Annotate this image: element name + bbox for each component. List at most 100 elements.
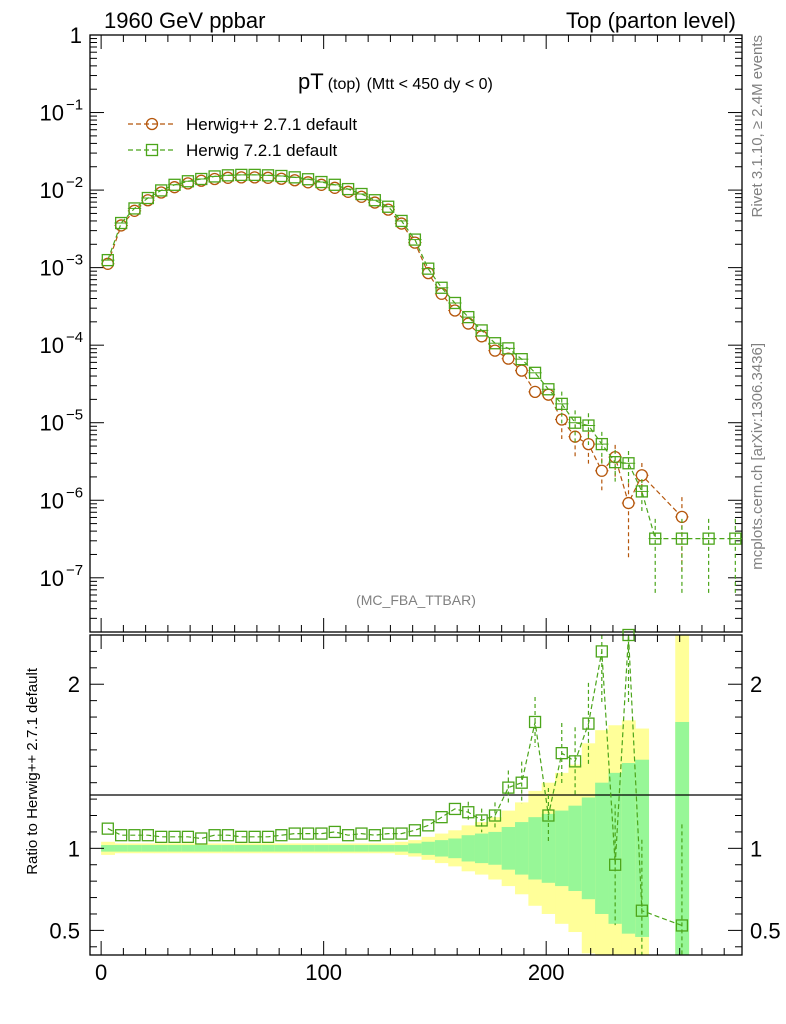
data-point-herwigpp <box>261 171 275 184</box>
uncertainty-band-inner <box>421 841 436 855</box>
uncertainty-band-inner <box>515 822 529 875</box>
y-tick-exponent: −4 <box>66 329 83 346</box>
uncertainty-band-inner <box>288 845 302 852</box>
data-point-herwig7 <box>328 178 341 191</box>
uncertainty-band-inner <box>234 845 249 852</box>
analysis-tag: (MC_FBA_TTBAR) <box>356 592 476 608</box>
data-point-herwig7 <box>235 168 248 182</box>
data-point-herwig7 <box>609 456 622 469</box>
data-point-herwigpp <box>408 236 422 249</box>
header-left: 1960 GeV ppbar <box>104 8 265 33</box>
ratio-point <box>582 717 595 730</box>
data-point-herwig7 <box>622 457 635 470</box>
data-point-herwig7 <box>128 202 141 215</box>
data-point-herwig7 <box>568 416 582 429</box>
ratio-ylabel: Ratio to Herwig++ 2.7.1 default <box>24 667 41 875</box>
data-point-herwig7 <box>475 324 488 337</box>
ratio-point <box>488 809 502 822</box>
ratio-point <box>261 830 275 843</box>
data-point-herwig7 <box>555 397 568 411</box>
header-right: Top (parton level) <box>566 8 736 33</box>
uncertainty-band-inner <box>461 835 476 862</box>
uncertainty-band-inner <box>328 845 342 852</box>
uncertainty-band-inner <box>595 782 609 914</box>
y-tick-label: 1 <box>70 23 82 48</box>
uncertainty-band-inner <box>434 840 449 857</box>
title-cut: (Mtt < 450 dy < 0) <box>367 76 493 93</box>
data-point-herwig7 <box>675 532 689 545</box>
uncertainty-band-inner <box>368 845 383 852</box>
data-point-herwig7 <box>448 296 462 310</box>
ratio-point <box>141 829 155 842</box>
data-point-herwig7 <box>635 485 649 498</box>
uncertainty-band-inner <box>341 845 356 852</box>
ratio-series-line <box>107 634 683 927</box>
data-point-herwigpp <box>208 172 221 186</box>
ratio-point <box>395 827 408 840</box>
ratio-point <box>635 904 649 917</box>
ratio-point <box>368 829 381 842</box>
uncertainty-band-inner <box>141 845 156 852</box>
data-point-herwig7 <box>729 532 742 545</box>
data-point-herwigpp <box>328 181 341 194</box>
data-point-herwig7 <box>275 169 288 183</box>
data-point-herwig7 <box>488 337 502 350</box>
uncertainty-band-inner <box>207 845 222 852</box>
data-point-herwigpp <box>128 204 141 217</box>
data-point-herwig7 <box>462 310 475 324</box>
data-point-herwig7 <box>101 253 114 267</box>
data-point-herwigpp <box>448 304 462 317</box>
uncertainty-band-inner <box>381 845 396 852</box>
data-point-herwigpp <box>115 219 128 232</box>
data-point-herwig7 <box>395 214 408 228</box>
data-point-herwigpp <box>248 171 261 184</box>
y-tick-label: 10 <box>40 101 64 126</box>
data-point-herwigpp <box>462 317 475 330</box>
data-point-herwigpp <box>635 469 649 482</box>
data-point-herwigpp <box>168 181 181 194</box>
data-point-herwigpp <box>235 171 248 184</box>
ratio-point <box>475 814 488 827</box>
uncertainty-band-inner <box>555 810 569 887</box>
ratio-panel-frame <box>89 634 743 956</box>
data-point-herwigpp <box>288 174 301 187</box>
data-point-herwigpp <box>275 172 288 185</box>
data-point-herwig7 <box>435 281 448 294</box>
ratio-point <box>195 832 208 845</box>
uncertainty-band-inner <box>261 845 276 852</box>
x-tick-label: 200 <box>528 960 565 985</box>
ratio-point <box>528 715 542 729</box>
uncertainty-band-inner <box>354 845 369 852</box>
uncertainty-band-inner <box>448 838 463 859</box>
ratio-point <box>555 747 568 760</box>
legend-marker-herwigpp <box>145 117 159 131</box>
data-point-herwigpp <box>395 217 408 230</box>
uncertainty-band-inner <box>247 845 262 852</box>
data-point-herwig7 <box>115 216 128 230</box>
ratio-point <box>448 802 462 816</box>
data-point-herwig7 <box>368 194 381 207</box>
ratio-tick-label-right: 1 <box>750 836 762 861</box>
ratio-tick-label-left: 0.5 <box>49 918 80 943</box>
uncertainty-band-inner <box>127 845 142 852</box>
ratio-point <box>275 829 288 842</box>
data-point-herwig7 <box>528 366 542 379</box>
legend-marker-herwig7 <box>145 143 159 157</box>
ratio-point <box>382 827 395 840</box>
uncertainty-band-inner <box>408 843 423 854</box>
uncertainty-band-inner <box>114 845 129 852</box>
ratio-point <box>101 822 114 835</box>
ratio-point <box>462 806 475 819</box>
data-point-herwigpp <box>528 385 542 399</box>
y-tick-exponent: −6 <box>66 484 83 501</box>
data-point-herwig7 <box>195 172 208 186</box>
uncertainty-band-inner <box>314 845 329 852</box>
y-tick-label: 10 <box>40 256 64 281</box>
y-tick-exponent: −3 <box>66 252 83 269</box>
data-point-herwig7 <box>248 168 261 182</box>
data-point-herwig7 <box>649 532 662 545</box>
data-point-herwigpp <box>382 203 395 216</box>
ratio-point <box>408 824 422 837</box>
ratio-point <box>248 830 261 843</box>
